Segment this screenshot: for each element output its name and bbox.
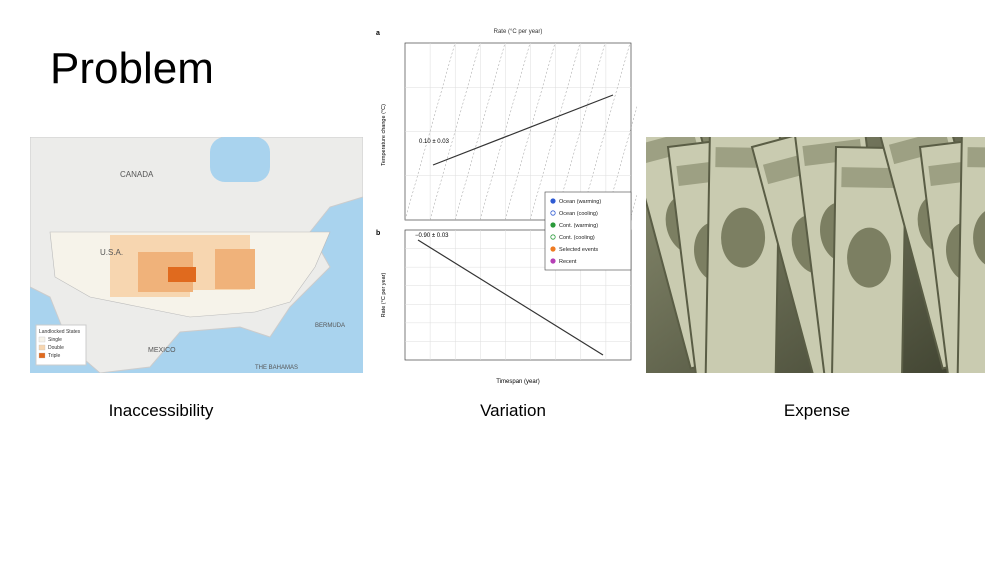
legend-label: Double [48,345,64,351]
map-label: U.S.A. [100,248,123,257]
panel-letter: b [376,230,380,237]
diagonal-line [429,42,481,221]
bill [830,145,908,373]
bill-band [967,147,985,169]
legend-label: Ocean (cooling) [559,211,598,217]
money-image [646,137,985,373]
legend-marker [550,258,556,264]
diagonal-line [504,42,556,221]
y-axis-label: Rate (°C per year) [381,272,387,317]
bill-portrait [721,207,766,268]
bills [646,137,985,373]
top-axis-label: Rate (°C per year) [494,29,543,35]
legend-swatch [38,352,46,359]
legend-label: Recent [559,259,577,265]
map-label: CANADA [120,170,154,179]
legend-marker [550,198,556,204]
legend-label: Ocean (warming) [559,199,601,205]
legend-label: Triple [48,353,61,359]
map-label: BERMUDA [315,323,345,329]
slide-title: Problem [50,44,214,93]
panel-b-frame [404,229,632,361]
caption: Variation [480,401,546,420]
map-label: MEXICO [148,347,176,354]
x-axis-label: Timespan (year) [496,379,539,385]
bill-band [841,167,900,189]
legend-label: Cont. (warming) [559,223,598,229]
bill-paper [956,137,985,373]
legend-swatch [38,336,46,343]
map-label: THE BAHAMAS [255,365,298,371]
fit-label: −0.90 ± 0.03 [415,233,449,239]
legend-marker [550,246,556,252]
caption: Expense [783,401,851,420]
diagonal-line [454,42,506,221]
bill [704,137,782,373]
bill-portrait [847,227,892,288]
map-legend-title: Landlocked States [39,329,81,335]
bill-portrait [973,207,985,268]
map-legend-items: Single Double Triple [38,336,64,359]
grid [404,42,637,360]
fit-label: 0.10 ± 0.03 [419,139,450,145]
fit-line [432,94,614,166]
legend-label: Cont. (cooling) [559,235,595,241]
legend-label: Selected events [559,247,598,253]
figure-legend-items: Ocean (warming) Ocean (cooling) Cont. (war… [550,198,601,265]
diagonal-line [529,42,581,221]
bill [956,137,985,373]
fit-line [417,239,604,356]
diagonal-line [579,42,631,221]
diagonal-line [554,42,606,221]
panel-letter: a [376,30,380,37]
hudson-bay [210,137,270,182]
diagonal-line [404,42,456,221]
map-image: CANADA U.S.A. MEXICO BERMUDA THE BAHAMAS… [30,137,363,373]
caption: Inaccessibility [108,401,214,420]
legend-marker [550,222,556,228]
landlocked-states [110,235,255,297]
figure-image: Rate (°C per year) a b 0.10 ± 0.03 −0.90… [376,29,637,385]
legend-label: Single [48,337,62,343]
legend-marker [550,210,556,216]
legend-swatch [38,344,46,351]
diagonal-line [479,42,531,221]
y-axis-label: Temperature change (°C) [381,104,387,166]
figure-legend [544,191,632,271]
legend-marker [550,234,556,240]
